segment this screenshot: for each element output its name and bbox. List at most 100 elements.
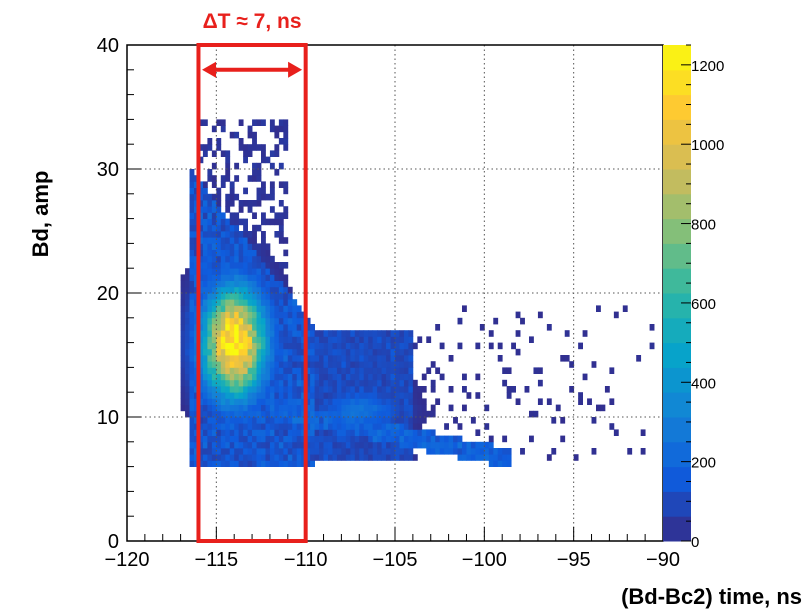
heatmap-cell (225, 249, 231, 257)
heatmap-cell (243, 336, 248, 343)
heatmap-cell (372, 429, 378, 436)
heatmap-cell (488, 330, 494, 337)
heatmap-cell (216, 286, 222, 294)
heatmap-cell (225, 330, 231, 337)
heatmap-cell (194, 218, 199, 226)
color-scale-segment (663, 367, 691, 393)
heatmap-cell (225, 299, 231, 306)
heatmap-cell (265, 361, 271, 368)
heatmap-cell (274, 317, 280, 325)
heatmap-cell (466, 441, 472, 449)
heatmap-cell (390, 410, 396, 418)
heatmap-cell (296, 448, 302, 455)
heatmap-cell (310, 454, 315, 461)
heatmap-cell (283, 317, 289, 325)
heatmap-cell (372, 441, 378, 449)
heatmap-cell (211, 200, 217, 207)
heatmap-cell (198, 249, 204, 257)
heatmap-cell (372, 423, 378, 430)
heatmap-cell (229, 429, 235, 436)
heatmap-cell (278, 435, 284, 443)
heatmap-cell (399, 398, 405, 405)
heatmap-cell (377, 342, 382, 350)
heatmap-cell (278, 262, 284, 269)
heatmap-cell (238, 262, 244, 269)
heatmap-cell (328, 386, 333, 393)
heatmap-cell (269, 280, 275, 288)
heatmap-cell (390, 441, 396, 449)
heatmap-cell (202, 293, 208, 300)
heatmap-cell (350, 379, 356, 387)
heatmap-cell (220, 348, 226, 356)
heatmap-cell (216, 119, 222, 126)
heatmap-cell (216, 262, 222, 269)
heatmap-cell (444, 435, 449, 443)
heatmap-cell (390, 355, 396, 362)
heatmap-cell (211, 181, 217, 188)
heatmap-cell (198, 144, 204, 151)
heatmap-cell (202, 237, 208, 244)
heatmap-cell (386, 404, 391, 412)
heatmap-cell (390, 330, 396, 337)
heatmap-cell (194, 417, 199, 424)
heatmap-cell (310, 410, 315, 418)
heatmap-cell (336, 330, 342, 337)
heatmap-cell (305, 417, 311, 424)
heatmap-cell (211, 293, 217, 300)
heatmap-cell (189, 454, 195, 461)
heatmap-cell (243, 262, 248, 269)
heatmap-cell (229, 417, 235, 424)
heatmap-cell (207, 373, 213, 381)
heatmap-cell (381, 454, 387, 461)
heatmap-cell (261, 454, 266, 461)
heatmap-cell (216, 237, 222, 244)
heatmap-cell (207, 231, 213, 238)
heatmap-cell (207, 255, 213, 263)
heatmap-cells (180, 119, 655, 467)
heatmap-cell (283, 249, 289, 257)
heatmap-cell (220, 311, 226, 319)
color-scale-segment (663, 293, 691, 319)
heatmap-cell (377, 404, 382, 412)
x-tick-label: −115 (195, 549, 239, 571)
heatmap-cell (247, 398, 253, 405)
heatmap-cell (336, 379, 342, 387)
heatmap-cell (314, 355, 320, 362)
heatmap-cell (287, 423, 293, 430)
heatmap-cell (377, 417, 382, 424)
heatmap-cell (225, 355, 231, 362)
heatmap-cell (216, 367, 222, 374)
heatmap-cell (399, 373, 405, 381)
heatmap-cell (372, 355, 378, 362)
heatmap-cell (287, 286, 293, 294)
heatmap-cell (332, 417, 338, 424)
heatmap-cell (381, 367, 387, 374)
heatmap-cell (292, 435, 298, 443)
heatmap-cell (229, 398, 235, 405)
heatmap-cell (256, 417, 262, 424)
heatmap-cell (243, 268, 248, 275)
heatmap-cell (368, 392, 374, 399)
heatmap-cell (296, 435, 302, 443)
heatmap-cell (314, 361, 320, 368)
heatmap-cell (283, 379, 289, 387)
heatmap-cell (211, 224, 217, 232)
heatmap-cell (247, 274, 253, 281)
heatmap-cell (211, 373, 217, 381)
heatmap-cell (234, 454, 240, 461)
heatmap-cell (435, 448, 441, 455)
heatmap-cell (220, 361, 226, 368)
heatmap-cell (296, 398, 302, 405)
heatmap-cell (185, 336, 190, 343)
heatmap-cell (252, 379, 257, 387)
heatmap-cell (336, 373, 342, 381)
heatmap-cell (421, 435, 427, 443)
heatmap-cell (225, 435, 231, 443)
heatmap-cell (220, 268, 226, 275)
heatmap-cell (247, 460, 253, 467)
heatmap-cell (506, 386, 512, 393)
heatmap-cell (247, 448, 253, 455)
heatmap-cell (395, 355, 400, 362)
heatmap-cell (256, 286, 262, 294)
